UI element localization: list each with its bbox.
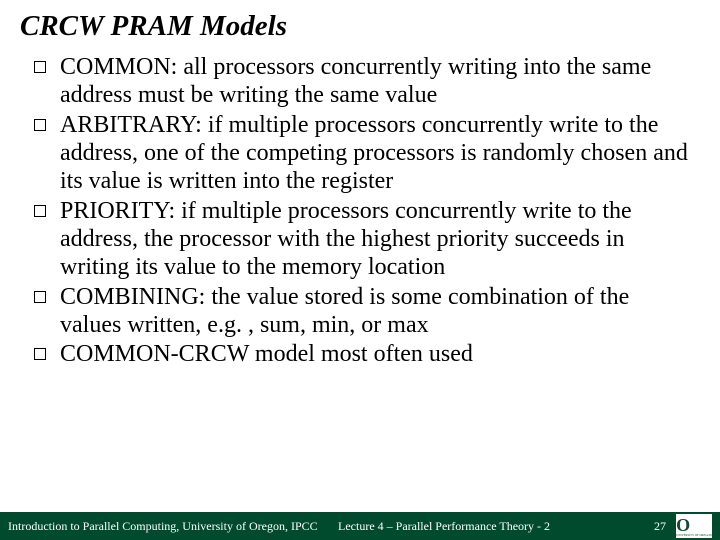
square-bullet-icon: [34, 119, 46, 131]
bullet-text: COMMON: all processors concurrently writ…: [60, 53, 692, 110]
square-bullet-icon: [34, 291, 46, 303]
slide-body: COMMON: all processors concurrently writ…: [0, 51, 720, 540]
list-item: PRIORITY: if multiple processors concurr…: [28, 197, 692, 282]
slide: CRCW PRAM Models COMMON: all processors …: [0, 0, 720, 540]
list-item: COMMON-CRCW model most often used: [28, 340, 692, 368]
bullet-text: COMBINING: the value stored is some comb…: [60, 283, 692, 340]
square-bullet-icon: [34, 61, 46, 73]
logo-glyph: O: [676, 516, 712, 534]
slide-title: CRCW PRAM Models: [0, 0, 720, 51]
footer-bar: Introduction to Parallel Computing, Univ…: [0, 512, 720, 540]
square-bullet-icon: [34, 205, 46, 217]
list-item: COMMON: all processors concurrently writ…: [28, 53, 692, 110]
bullet-text: COMMON-CRCW model most often used: [60, 340, 692, 368]
logo-subtext: UNIVERSITY OF OREGON: [676, 534, 712, 537]
footer-left-text: Introduction to Parallel Computing, Univ…: [8, 519, 338, 534]
footer-center-text: Lecture 4 – Parallel Performance Theory …: [338, 519, 638, 534]
list-item: COMBINING: the value stored is some comb…: [28, 283, 692, 340]
square-bullet-icon: [34, 348, 46, 360]
footer-page-number: 27: [638, 519, 672, 534]
bullet-text: PRIORITY: if multiple processors concurr…: [60, 197, 692, 282]
bullet-text: ARBITRARY: if multiple processors concur…: [60, 111, 692, 196]
university-logo-icon: O UNIVERSITY OF OREGON: [676, 514, 712, 538]
list-item: ARBITRARY: if multiple processors concur…: [28, 111, 692, 196]
